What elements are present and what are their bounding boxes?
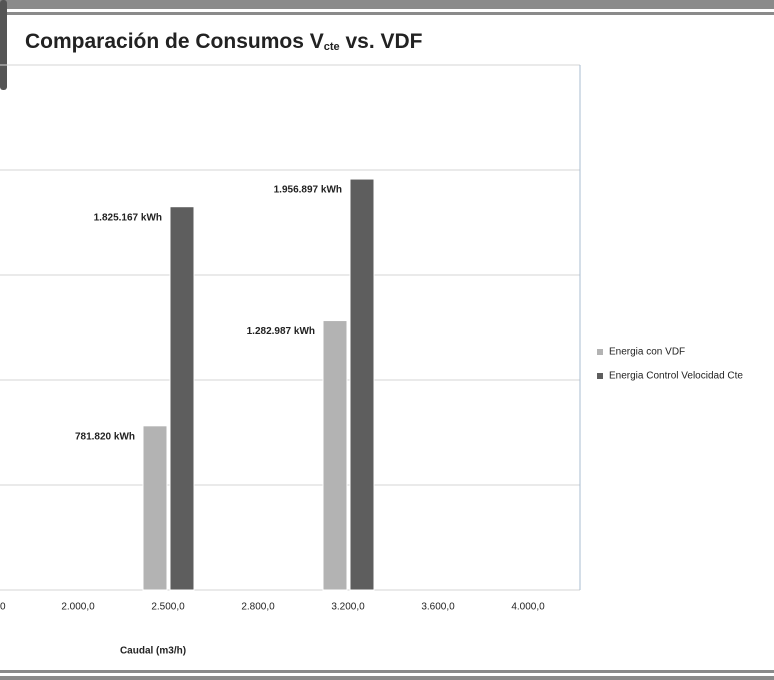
data-label: 1.825.167 kWh [94, 212, 162, 223]
bar [322, 320, 348, 591]
title-rest: vs. VDF [340, 30, 423, 53]
x-tick-label: 4.000,0 [511, 602, 545, 613]
x-tick-label: 2.800,0 [241, 602, 275, 613]
chart-title: Comparación de Consumos Vcte vs. VDF [25, 30, 423, 53]
x-axis-label: Caudal (m3/h) [120, 646, 186, 657]
bar [169, 206, 195, 591]
x-tick-label: 0 [0, 602, 6, 613]
legend-swatch [597, 373, 603, 379]
x-tick-label: 2.000,0 [61, 602, 95, 613]
x-tick-label: 3.200,0 [331, 602, 365, 613]
legend-label: Energia con VDF [609, 347, 685, 358]
data-label: 781.820 kWh [75, 431, 135, 442]
side-tab [0, 0, 7, 90]
title-main: Comparación de Consumos V [25, 30, 324, 53]
x-tick-label: 2.500,0 [151, 602, 185, 613]
top-frame-line [0, 12, 774, 15]
legend-label: Energia Control Velocidad Cte [609, 371, 743, 382]
bar [349, 178, 375, 591]
legend-swatch [597, 349, 603, 355]
top-frame [0, 0, 774, 9]
bar [142, 425, 168, 591]
title-subscript: cte [324, 41, 340, 53]
x-tick-label: 3.600,0 [421, 602, 455, 613]
data-label: 1.282.987 kWh [247, 326, 315, 337]
bottom-frame-line [0, 670, 774, 673]
data-label: 1.956.897 kWh [274, 185, 342, 196]
bottom-frame [0, 676, 774, 680]
